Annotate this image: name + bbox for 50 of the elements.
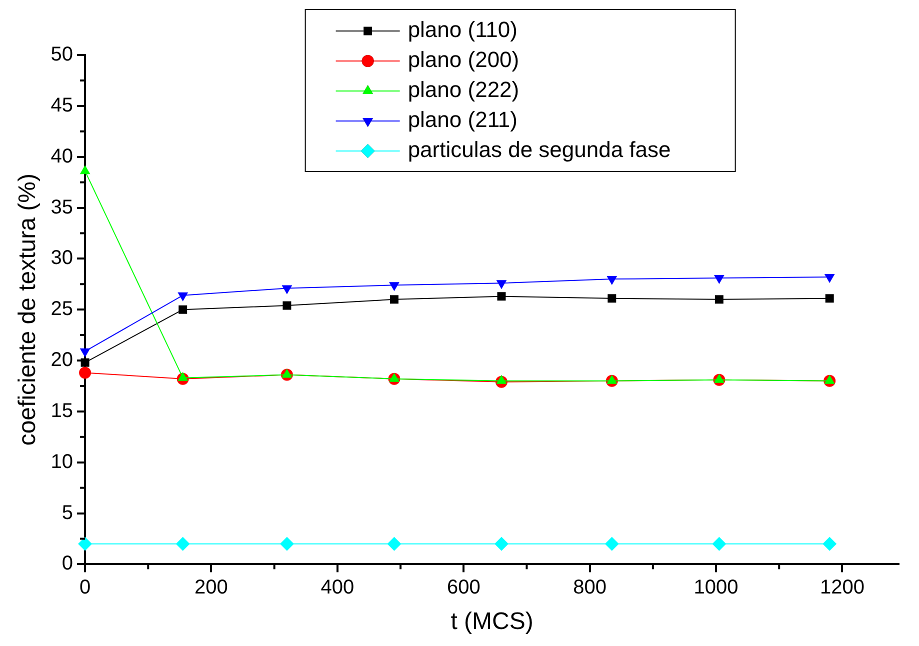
point <box>387 536 402 551</box>
point <box>79 366 92 379</box>
legend-label: plano (110) <box>408 17 518 42</box>
legend-label: particulas de segunda fase <box>408 137 671 162</box>
legend-label: plano (222) <box>408 77 520 102</box>
y-tick-label: 40 <box>50 145 74 168</box>
y-tick-label: 50 <box>50 44 74 66</box>
x-tick-label: 1000 <box>694 576 738 599</box>
point <box>389 282 400 292</box>
point <box>80 348 90 358</box>
point <box>178 305 188 314</box>
x-tick-label: 400 <box>320 576 354 599</box>
y-tick-label: 0 <box>62 552 74 575</box>
point <box>822 536 837 551</box>
y-tick-label: 10 <box>50 450 74 473</box>
point <box>497 292 506 301</box>
point <box>80 358 90 367</box>
point <box>714 275 724 284</box>
point <box>606 276 618 286</box>
y-tick-label: 35 <box>50 196 74 218</box>
point <box>604 536 619 551</box>
x-tick-label: 600 <box>446 576 480 599</box>
point <box>282 301 292 310</box>
y-tick-label: 5 <box>62 502 74 524</box>
point <box>608 294 616 303</box>
y-tick-label: 45 <box>50 94 74 116</box>
point <box>714 295 724 304</box>
point <box>176 536 190 551</box>
point <box>178 292 188 302</box>
point <box>825 294 834 303</box>
point <box>496 280 507 290</box>
point <box>390 295 398 304</box>
point <box>282 285 292 294</box>
legend-label: plano (211) <box>408 107 518 132</box>
y-tick-label: 15 <box>50 400 74 422</box>
point <box>824 274 835 284</box>
x-tick-label: 200 <box>194 576 228 599</box>
y-tick-label: 30 <box>50 247 74 270</box>
y-axis-title: coeficiente de textura (%) <box>14 174 42 446</box>
y-tick-label: 25 <box>50 298 74 320</box>
x-axis-title: t (MCS) <box>450 608 534 636</box>
x-tick-label: 0 <box>79 576 91 599</box>
x-tick-label: 1200 <box>820 576 864 599</box>
point <box>78 536 92 551</box>
legend-label: plano (200) <box>408 47 520 72</box>
y-tick-label: 20 <box>50 349 74 372</box>
point <box>494 536 508 551</box>
x-tick-label: 800 <box>573 576 607 599</box>
point <box>712 536 726 551</box>
point <box>280 536 294 551</box>
